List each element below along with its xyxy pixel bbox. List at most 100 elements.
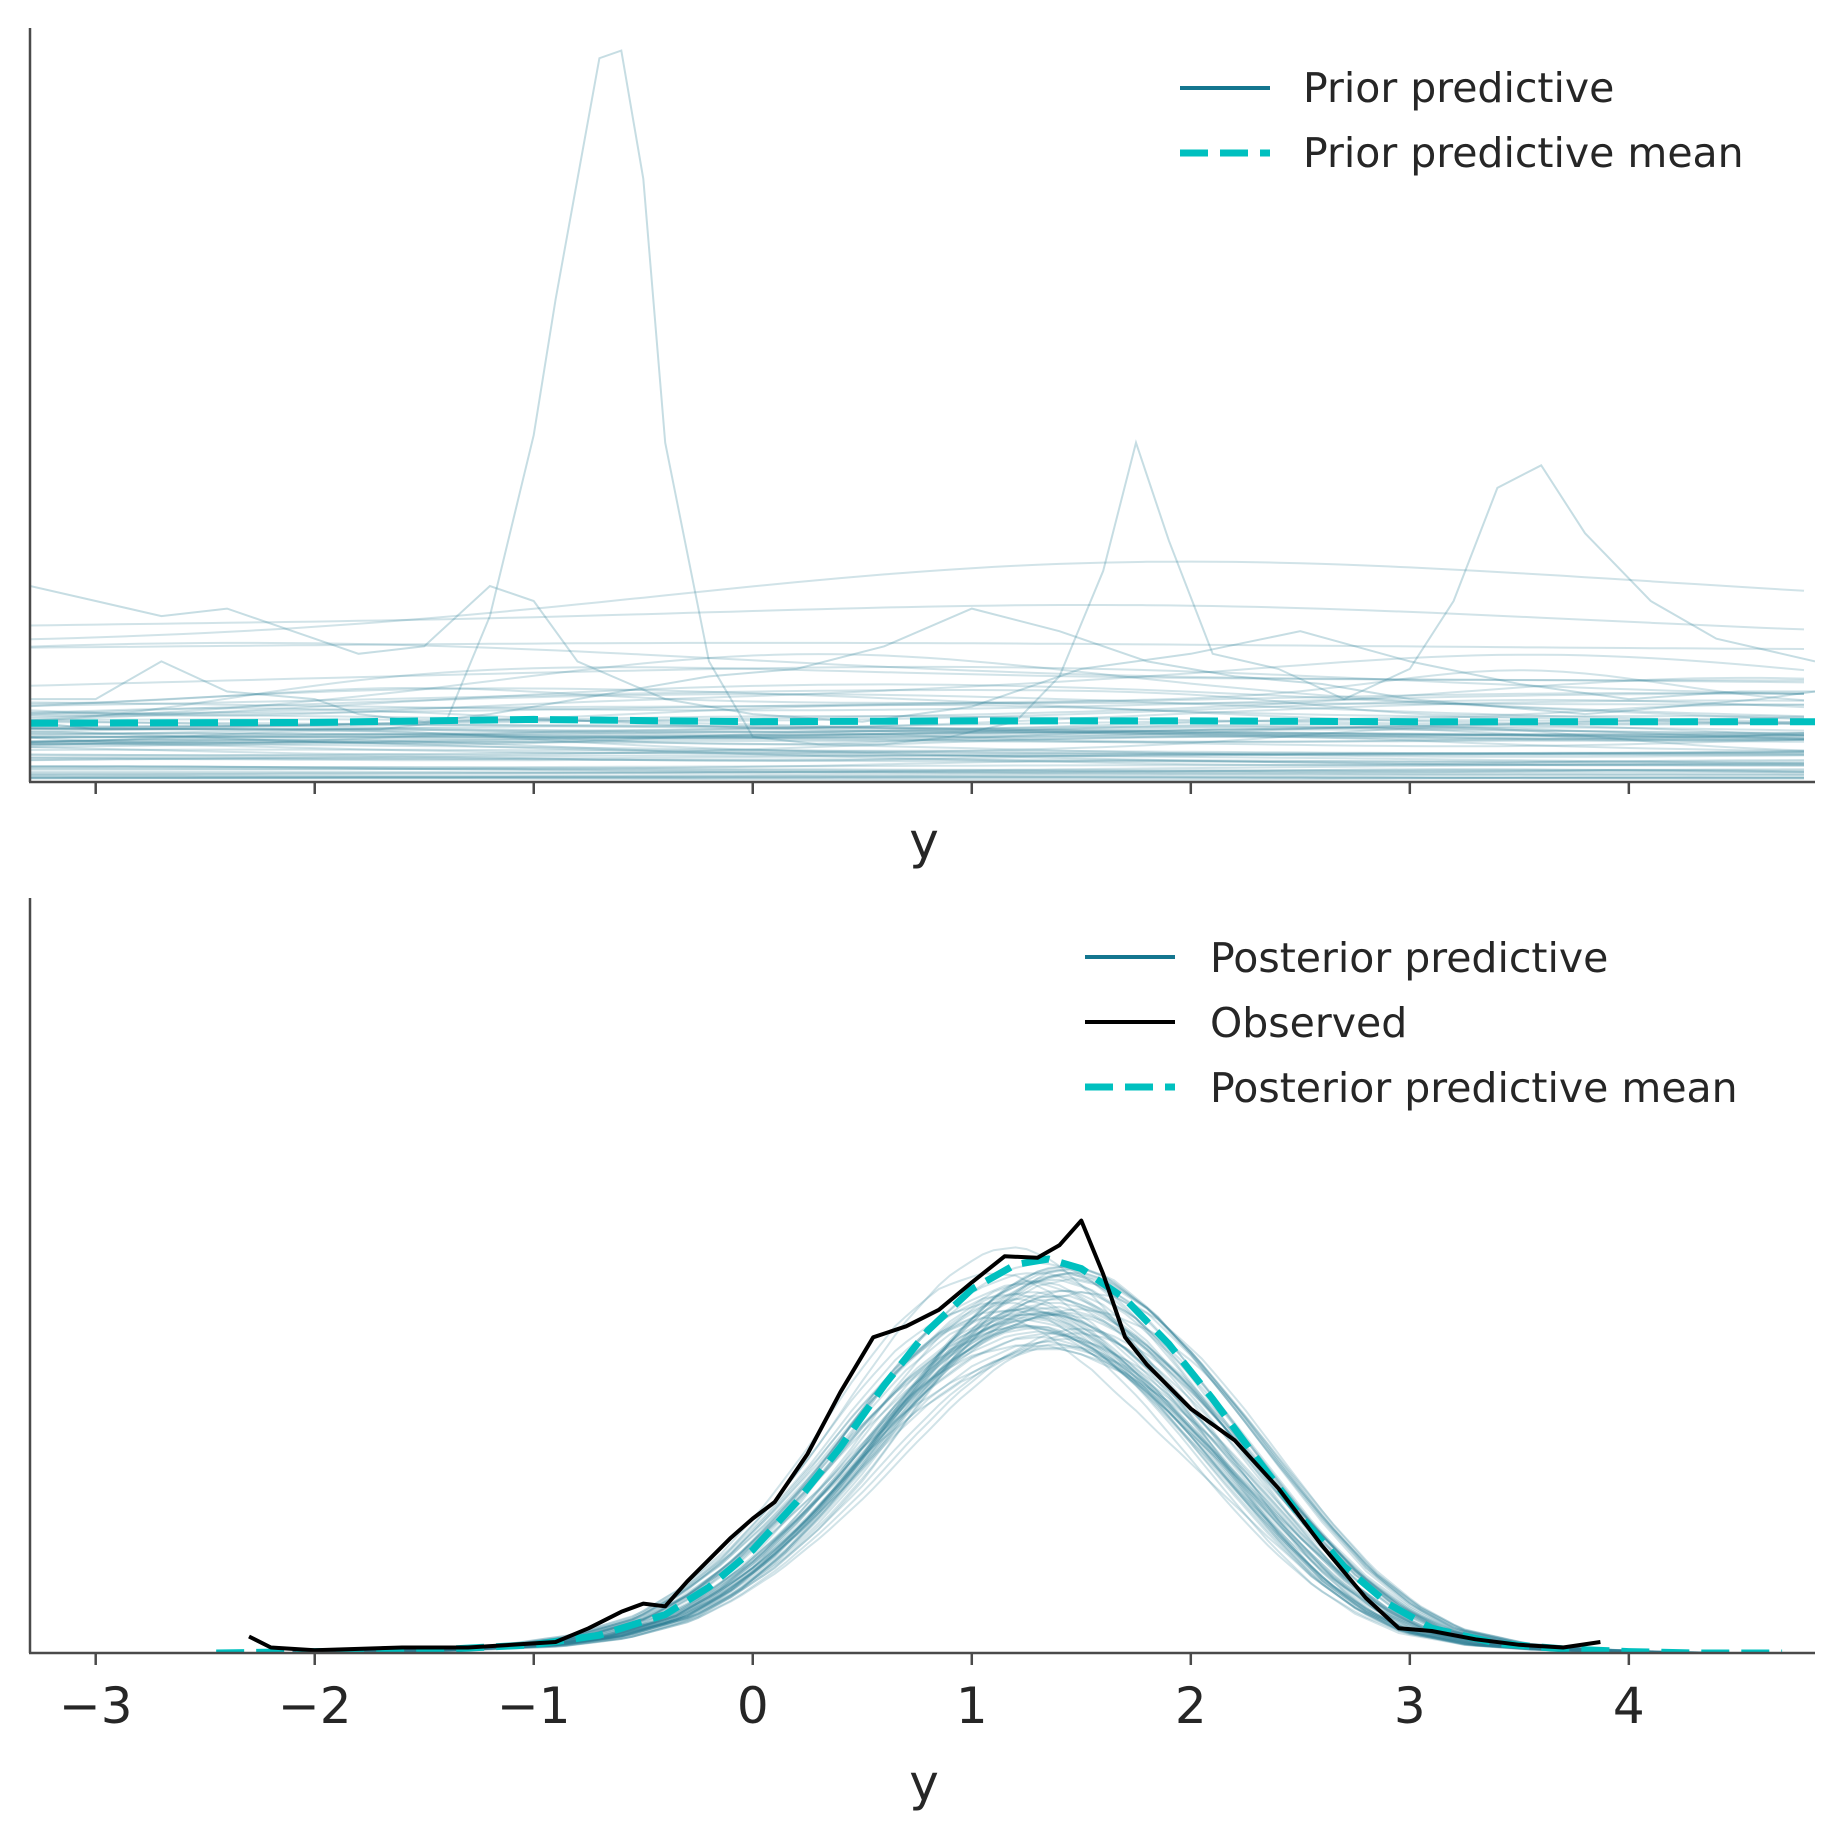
posterior-sample-curve xyxy=(292,1311,1717,1653)
prior-panel: y Prior predictive Prior predictive mean xyxy=(28,28,1815,870)
posterior-sample-curve xyxy=(292,1316,1717,1653)
posterior-sample-curve xyxy=(292,1348,1717,1653)
prior-sample-curve xyxy=(30,739,1805,744)
x-tick-label: −3 xyxy=(59,1677,133,1735)
posterior-x-ticks: −3 −2 −1 0 1 2 3 4 xyxy=(59,1653,1645,1735)
posterior-sample-curve xyxy=(292,1346,1717,1653)
prior-x-ticks xyxy=(94,782,1631,794)
posterior-sample-curve xyxy=(292,1281,1717,1653)
posterior-sample-curve xyxy=(292,1323,1717,1653)
legend-posterior-predictive-mean-label: Posterior predictive mean xyxy=(1210,1064,1738,1112)
posterior-sample-curve xyxy=(292,1308,1717,1653)
prior-sample-curve xyxy=(30,738,1805,766)
posterior-sample-curve xyxy=(292,1313,1717,1653)
posterior-mean-line xyxy=(216,1255,1783,1653)
posterior-sample-curve xyxy=(292,1318,1717,1653)
prior-sample-curve xyxy=(30,693,1805,724)
prior-sample-curve xyxy=(30,742,1805,756)
prior-sample-curve xyxy=(30,707,1805,738)
posterior-sample-curve xyxy=(292,1277,1717,1653)
prior-sample-curve xyxy=(30,775,1804,780)
prior-sample-curve xyxy=(30,776,1804,781)
prior-sample-curve xyxy=(30,716,1805,746)
prior-sample-curve xyxy=(30,731,1805,746)
posterior-sample-curve xyxy=(292,1295,1717,1653)
prior-sample-curve xyxy=(30,641,1805,650)
prior-sample-curve xyxy=(30,771,1804,777)
posterior-sample-curve xyxy=(292,1340,1717,1653)
posterior-sample-curve xyxy=(292,1272,1717,1653)
prior-sample-curve xyxy=(30,653,1805,717)
prior-sample-curve xyxy=(30,729,1805,746)
observed-line xyxy=(248,1218,1601,1653)
prior-sample-curve xyxy=(30,669,1805,716)
prior-sample-curve xyxy=(30,604,1805,631)
posterior-sample-curve xyxy=(292,1294,1717,1653)
prior-sample-curve xyxy=(30,584,1815,723)
legend-prior-predictive-mean-label: Prior predictive mean xyxy=(1303,129,1744,177)
posterior-sample-curve xyxy=(292,1264,1717,1653)
prior-sample-curve xyxy=(30,687,1804,706)
prior-predictive-mean-line xyxy=(30,715,1815,727)
prior-sample-curve xyxy=(30,753,1804,762)
prior-sample-curve xyxy=(30,560,1805,641)
prior-sample-curve xyxy=(30,714,1804,736)
prior-sample-curve xyxy=(30,756,1804,763)
prior-sample-curve xyxy=(30,692,1804,712)
prior-sample-curve xyxy=(30,765,1804,772)
legend-observed-label: Observed xyxy=(1210,999,1407,1047)
posterior-sample-curve xyxy=(292,1344,1717,1653)
prior-sample-curve xyxy=(30,641,1805,684)
prior-sample-curve xyxy=(30,768,1805,776)
prior-sample-curve xyxy=(30,733,1805,738)
prior-sample-curve xyxy=(30,734,1805,756)
prior-legend: Prior predictive Prior predictive mean xyxy=(1180,64,1744,177)
prior-sample-curve xyxy=(30,687,1805,725)
prior-sample-curve xyxy=(30,723,1805,743)
prior-mean-line xyxy=(30,715,1815,727)
posterior-sample-curve xyxy=(292,1291,1717,1653)
prior-sample-curve xyxy=(30,683,1805,722)
posterior-sample-curve xyxy=(292,1336,1717,1653)
prior-sample-curve xyxy=(30,759,1804,771)
posterior-sample-curve xyxy=(292,1308,1717,1653)
prior-sample-curve xyxy=(30,733,1804,744)
x-tick-label: 3 xyxy=(1394,1677,1426,1735)
prior-sample-curve xyxy=(30,699,1805,732)
posterior-panel: −3 −2 −1 0 1 2 3 4 y Posterior predictive Obser… xyxy=(28,898,1815,1812)
prior-sample-curve xyxy=(30,773,1804,778)
posterior-sample-curve xyxy=(292,1327,1717,1653)
posterior-sample-curve xyxy=(292,1337,1717,1653)
posterior-sample-curve xyxy=(292,1271,1717,1653)
prior-sample-curve xyxy=(30,735,1805,752)
posterior-sample-curve xyxy=(292,1271,1717,1653)
posterior-sample-curve xyxy=(292,1278,1717,1653)
posterior-predictive-samples xyxy=(292,1246,1717,1653)
posterior-legend: Posterior predictive Observed Posterior … xyxy=(1085,934,1738,1112)
prior-sample-curve xyxy=(30,754,1805,765)
posterior-x-axis-label: y xyxy=(909,1754,939,1812)
prior-sample-curve xyxy=(30,653,1805,720)
prior-sample-curve xyxy=(30,731,1805,743)
x-tick-label: 4 xyxy=(1613,1677,1645,1735)
prior-sample-curve xyxy=(30,715,1805,733)
posterior-sample-curve xyxy=(292,1316,1717,1653)
x-tick-label: −2 xyxy=(278,1677,352,1735)
prior-sample-curve xyxy=(30,728,1805,737)
posterior-sample-curve xyxy=(292,1330,1717,1653)
posterior-sample-curve xyxy=(292,1268,1717,1653)
prior-sample-curve xyxy=(30,751,1804,757)
posterior-sample-curve xyxy=(292,1312,1717,1653)
posterior-sample-curve xyxy=(292,1246,1717,1653)
prior-x-axis-label: y xyxy=(909,812,939,870)
posterior-sample-curve xyxy=(292,1265,1717,1653)
posterior-sample-curve xyxy=(292,1343,1717,1653)
prior-sample-curve xyxy=(30,719,1805,738)
prior-sample-curve xyxy=(30,726,1805,736)
prior-sample-curve xyxy=(30,763,1805,774)
posterior-sample-curve xyxy=(292,1318,1717,1653)
prior-sample-curve xyxy=(30,692,1805,715)
prior-sample-curve xyxy=(30,776,1804,780)
prior-sample-curve xyxy=(30,726,1805,754)
